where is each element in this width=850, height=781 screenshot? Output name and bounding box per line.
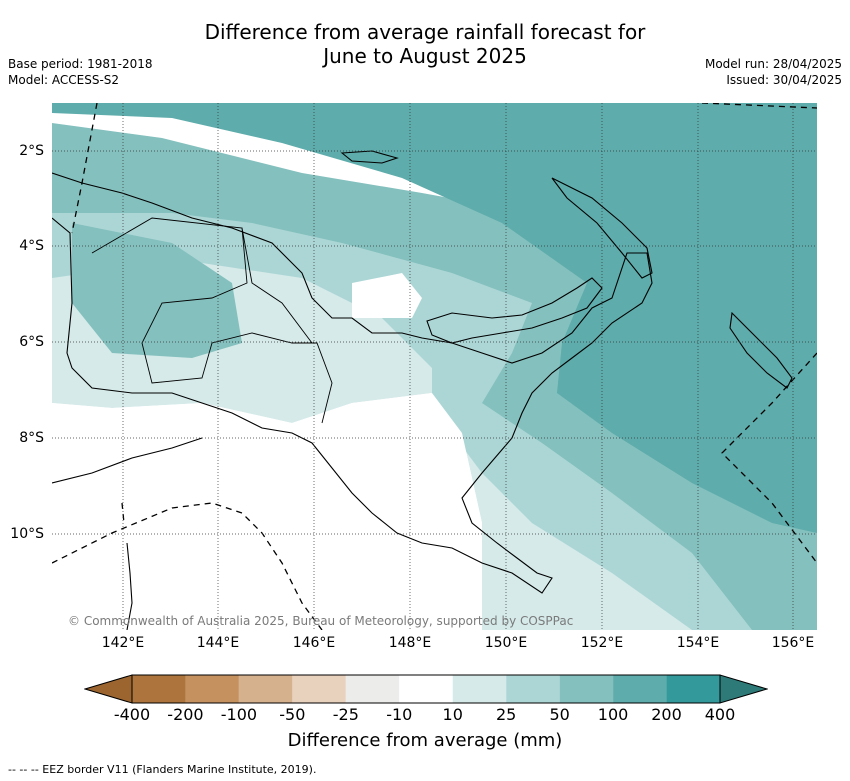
colorbar-frame	[131, 674, 721, 704]
neutral-zone	[352, 273, 422, 318]
base-period: Base period: 1981-2018	[8, 57, 153, 71]
colorbar-segment	[613, 675, 667, 703]
southern-coast	[52, 437, 203, 484]
colorbar-tick-label: 100	[597, 705, 629, 724]
colorbar-tick-label: 50	[549, 705, 570, 724]
eez-footnote: -- -- -- EEZ border V11 (Flanders Marine…	[8, 763, 317, 776]
colorbar-segment	[559, 675, 614, 703]
lon-label-142e: 142°E	[101, 635, 145, 651]
colorbar-tick-label: 200	[651, 705, 682, 724]
eez-border-west	[71, 103, 98, 234]
lon-label-146e: 146°E	[292, 635, 336, 651]
colorbar-segment	[345, 675, 400, 703]
colorbar-tick-label: -50	[279, 705, 306, 724]
colorbar-title: Difference from average (mm)	[287, 730, 563, 751]
colorbar-arrow-low	[84, 674, 133, 704]
eez-border-torres	[121, 502, 125, 524]
colorbar-segment	[292, 675, 346, 703]
lon-label-154e: 154°E	[676, 635, 720, 651]
colorbar-tick-label: 25	[495, 705, 517, 724]
issued-date: Issued: 30/04/2025	[726, 73, 842, 87]
colorbar-segment	[238, 675, 293, 703]
map-title-line1: Difference from average rainfall forecas…	[204, 20, 646, 44]
lon-label-150e: 150°E	[484, 635, 528, 651]
map-title-line2: June to August 2025	[323, 44, 527, 68]
lon-label-144e: 144°E	[196, 635, 240, 651]
lon-label-156e: 156°E	[771, 635, 815, 651]
band-100-200	[52, 103, 817, 533]
lat-label-4s: 4°S	[19, 238, 44, 254]
colorbar	[84, 674, 768, 704]
lon-label-148e: 148°E	[388, 635, 432, 651]
model-name: Model: ACCESS-S2	[8, 73, 120, 87]
bougainville-coastline	[729, 311, 793, 389]
new-ireland-coastline	[551, 177, 653, 279]
neutral-south	[52, 393, 482, 630]
eez-border-south	[52, 502, 323, 630]
eez-border-north	[701, 103, 817, 109]
lon-label-152e: 152°E	[580, 635, 624, 651]
copyright-notice: © Commonwealth of Australia 2025, Bureau…	[68, 614, 574, 628]
lat-label-2s: 2°S	[19, 143, 44, 159]
colorbar-segment	[452, 675, 507, 703]
colorbar-tick-label: 10	[442, 705, 463, 724]
colorbar-arrow-high	[719, 674, 768, 704]
colorbar-segment	[132, 675, 186, 703]
colorbar-tick-label: -200	[167, 705, 204, 724]
lat-label-10s: 10°S	[10, 526, 44, 542]
colorbar-tick-label: -10	[386, 705, 413, 724]
eez-border-east	[721, 352, 817, 564]
lat-label-6s: 6°S	[19, 334, 44, 350]
colorbar-segment	[185, 675, 239, 703]
colorbar-tick-label: -25	[332, 705, 359, 724]
province-borders	[91, 217, 333, 424]
colorbar-tick-label: -100	[220, 705, 258, 724]
australia-coast	[126, 542, 133, 630]
colorbar-tick-label: -400	[113, 705, 151, 724]
new-guinea-coastline	[52, 172, 653, 594]
colorbar-tick-label: 400	[704, 705, 736, 724]
lat-label-8s: 8°S	[19, 430, 44, 446]
rainfall-map	[52, 103, 817, 630]
colorbar-segment	[399, 675, 453, 703]
colorbar-segment	[666, 675, 720, 703]
new-britain-coastline	[426, 277, 603, 344]
colorbar-segment	[506, 675, 560, 703]
model-run: Model run: 28/04/2025	[704, 57, 842, 71]
